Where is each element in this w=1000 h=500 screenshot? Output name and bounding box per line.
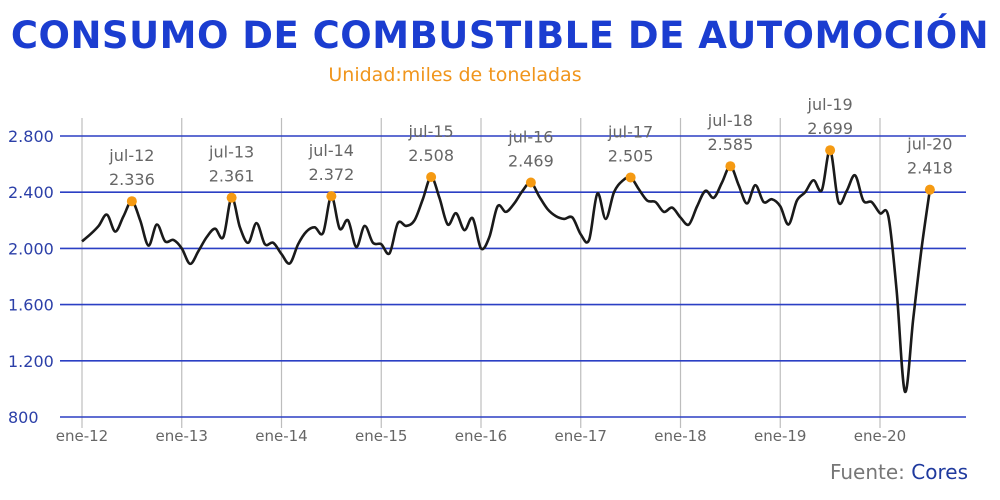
annotation-value-label: 2.505 <box>608 146 654 165</box>
x-tick-label: ene-12 <box>56 427 108 445</box>
annotation-month-label: jul-20 <box>906 135 952 154</box>
annotation-value-label: 2.336 <box>109 170 155 189</box>
series-line <box>81 148 932 394</box>
annotation-month-label: jul-12 <box>108 146 154 165</box>
annotation-month-label: jul-18 <box>707 111 753 130</box>
annotation-value-label: 2.418 <box>907 159 953 178</box>
annotation-value-label: 2.508 <box>408 146 454 165</box>
data-point-marker <box>126 196 137 207</box>
x-tick-label: ene-17 <box>555 427 607 445</box>
y-tick-label: 2.400 <box>8 183 54 202</box>
y-tick-label: 800 <box>8 408 39 427</box>
chart-title: CONSUMO DE COMBUSTIBLE DE AUTOMOCIÓN <box>10 14 990 57</box>
data-point-marker <box>525 177 536 188</box>
source-label: Fuente: <box>829 460 905 484</box>
chart-subtitle: Unidad:miles de toneladas <box>328 64 582 86</box>
annotation-value-label: 2.361 <box>209 167 255 186</box>
annotation-month-label: jul-15 <box>408 122 454 141</box>
source-name: Cores <box>911 460 968 484</box>
x-tick-label: ene-19 <box>754 427 806 445</box>
x-tick-label: ene-16 <box>455 427 507 445</box>
y-tick-label: 2.800 <box>8 127 54 146</box>
annotation-month-label: jul-19 <box>807 95 853 114</box>
source-note: Fuente: Cores <box>830 460 968 484</box>
annotation-month-label: jul-17 <box>607 122 653 141</box>
annotation-month-label: jul-14 <box>308 141 354 160</box>
data-point-marker <box>625 172 636 183</box>
data-point-marker <box>226 192 237 203</box>
y-tick-label: 2.000 <box>8 239 54 258</box>
annotation-month-label: jul-16 <box>507 128 553 147</box>
x-tick-label: ene-13 <box>156 427 208 445</box>
annotation-value-label: 2.699 <box>807 119 853 138</box>
x-tick-label: ene-20 <box>854 427 906 445</box>
x-tick-label: ene-14 <box>255 427 307 445</box>
data-point-marker <box>725 161 736 172</box>
annotation-value-label: 2.585 <box>707 135 753 154</box>
x-tick-label: ene-18 <box>654 427 706 445</box>
data-point-marker <box>924 184 935 195</box>
y-tick-label: 1.600 <box>8 296 54 315</box>
y-tick-label: 1.200 <box>8 352 54 371</box>
x-tick-label: ene-15 <box>355 427 407 445</box>
data-point-marker <box>326 191 337 202</box>
data-point-marker <box>825 145 836 156</box>
annotation-month-label: jul-13 <box>208 143 254 162</box>
annotation-value-label: 2.469 <box>508 152 554 171</box>
data-point-marker <box>426 172 437 183</box>
annotation-value-label: 2.372 <box>308 165 354 184</box>
